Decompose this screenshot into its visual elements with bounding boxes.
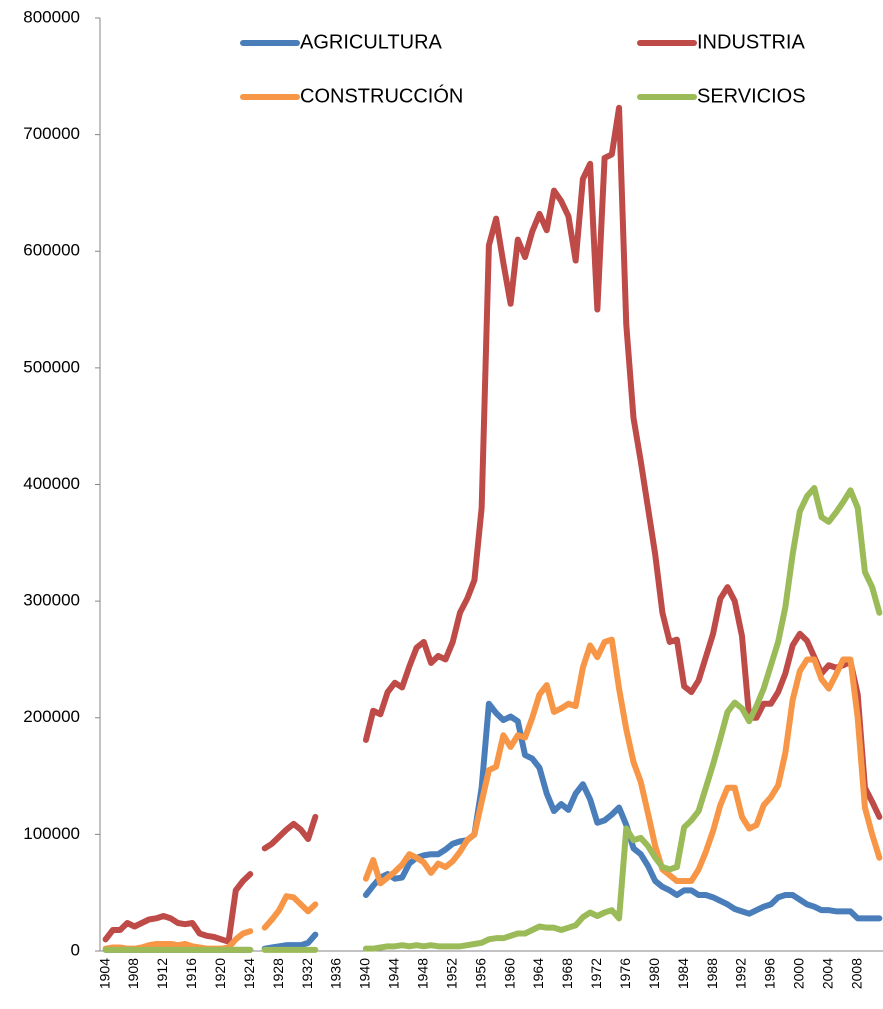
x-tick-label: 1940 xyxy=(357,958,373,989)
legend-label: AGRICULTURA xyxy=(300,31,443,53)
x-tick-label: 1936 xyxy=(328,958,344,989)
y-tick-label: 0 xyxy=(71,940,80,959)
x-tick-label: 1972 xyxy=(588,958,604,989)
x-tick-label: 2004 xyxy=(819,958,835,989)
x-tick-label: 1944 xyxy=(386,958,402,989)
x-tick-label: 1904 xyxy=(96,958,112,989)
y-tick-label: 400000 xyxy=(23,474,80,493)
x-tick-label: 1956 xyxy=(472,958,488,989)
x-tick-label: 1928 xyxy=(270,958,286,989)
y-tick-label: 600000 xyxy=(23,241,80,260)
x-tick-label: 1908 xyxy=(125,958,141,989)
x-tick-label: 1964 xyxy=(530,958,546,989)
line-series xyxy=(102,700,883,953)
x-tick-label: 1960 xyxy=(501,958,517,989)
x-tick-label: 1952 xyxy=(443,958,459,989)
x-tick-label: 2008 xyxy=(848,958,864,989)
y-tick-label: 100000 xyxy=(23,824,80,843)
y-tick-label: 300000 xyxy=(23,591,80,610)
y-tick-label: 700000 xyxy=(23,124,80,143)
y-tick-label: 200000 xyxy=(23,707,80,726)
y-tick-label: 800000 xyxy=(23,7,80,26)
y-tick-label: 500000 xyxy=(23,357,80,376)
x-tick-label: 1948 xyxy=(415,958,431,989)
x-tick-label: 1992 xyxy=(733,958,749,989)
x-tick-label: 1912 xyxy=(154,958,170,989)
x-tick-label: 1968 xyxy=(559,958,575,989)
x-tick-label: 1988 xyxy=(704,958,720,989)
x-tick-label: 1980 xyxy=(646,958,662,989)
legend-label: INDUSTRIA xyxy=(697,31,805,53)
legend-label: SERVICIOS xyxy=(697,85,806,107)
line-series xyxy=(102,485,883,953)
x-tick-label: 1932 xyxy=(299,958,315,989)
x-tick-label: 1920 xyxy=(212,958,228,989)
x-tick-label: 1976 xyxy=(617,958,633,989)
x-tick-label: 2000 xyxy=(791,958,807,989)
x-tick-label: 1996 xyxy=(762,958,778,989)
legend-label: CONSTRUCCIÓN xyxy=(300,84,463,107)
line-series xyxy=(102,104,883,945)
x-tick-label: 1984 xyxy=(675,958,691,989)
x-tick-label: 1916 xyxy=(183,958,199,989)
x-tick-label: 1924 xyxy=(241,958,257,989)
